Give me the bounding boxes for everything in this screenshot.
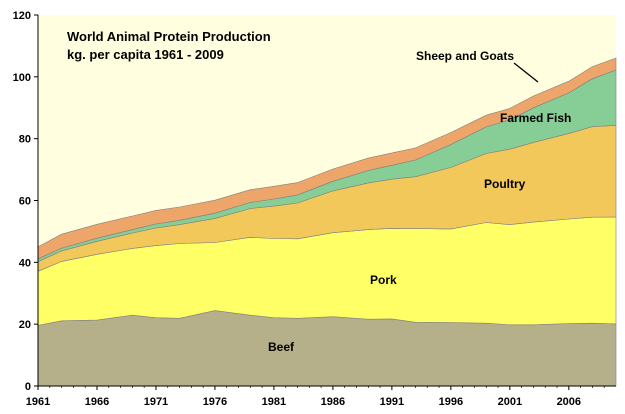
series-labels: Beef Pork Poultry Farmed Fish Sheep and … — [268, 49, 571, 354]
area-sheep-and-goats — [37, 57, 617, 260]
series-label-pork: Pork — [370, 273, 397, 287]
series-label-sheep-and-goats: Sheep and Goats — [416, 49, 514, 63]
x-tick-label: 1961 — [26, 396, 50, 408]
y-tick-label: 40 — [19, 257, 31, 269]
y-tick-label: 60 — [19, 196, 31, 208]
x-tick-label: 1986 — [321, 396, 345, 408]
tick-layer: 0 20 40 60 80 100 120 1961 1966 1971 1976 1981 1986 1… — [13, 10, 605, 408]
y-tick-label: 80 — [19, 134, 31, 146]
series-label-farmed-fish: Farmed Fish — [500, 111, 571, 125]
x-tick-label: 1966 — [85, 396, 109, 408]
sheep-and-goats-pointer-line — [513, 62, 539, 83]
x-tick-label: 1976 — [203, 396, 227, 408]
x-tick-label: 2006 — [557, 396, 581, 408]
y-tick-label: 20 — [19, 319, 31, 331]
area-series-layer — [37, 57, 617, 387]
series-label-beef: Beef — [268, 340, 295, 354]
x-tick-label: 1981 — [262, 396, 286, 408]
x-tick-label: 1996 — [439, 396, 463, 408]
x-tick-label: 2001 — [498, 396, 522, 408]
y-tick-label: 120 — [13, 10, 31, 22]
chart-title: World Animal Protein Production kg. per … — [67, 29, 271, 62]
y-tick-label: 100 — [13, 72, 31, 84]
x-tick-label: 1971 — [144, 396, 168, 408]
chart-title-text: World Animal Protein Production — [67, 29, 271, 44]
series-label-poultry: Poultry — [484, 177, 526, 191]
x-tick-label: 1991 — [380, 396, 404, 408]
chart-subtitle-text: kg. per capita 1961 - 2009 — [67, 47, 224, 62]
y-tick-label: 0 — [25, 381, 31, 393]
